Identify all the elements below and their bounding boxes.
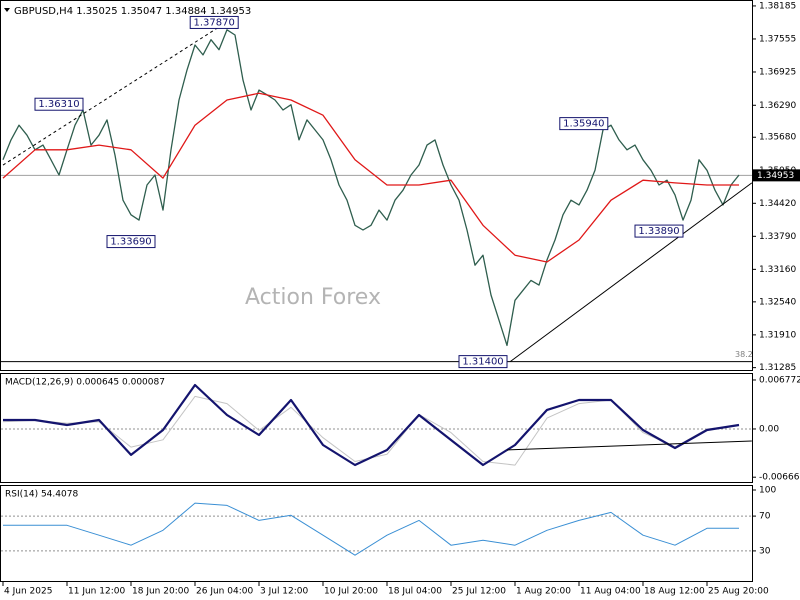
y-tick-label: 1.36290 (759, 101, 796, 111)
x-tick-label: 3 Jul 12:00 (260, 587, 309, 597)
macd-title: MACD(12,26,9) 0.000645 0.000087 (5, 378, 165, 388)
y-tick-label: 1.37555 (759, 34, 796, 44)
x-tick-label: 10 Jul 20:00 (324, 587, 378, 597)
current-price-box (752, 169, 800, 182)
x-tick-label: 18 Jul 04:00 (388, 587, 442, 597)
x-tick-label: 25 Jul 12:00 (452, 587, 506, 597)
current-price-label: 1.34953 (757, 171, 794, 181)
y-tick-label: 0.006772 (759, 375, 800, 385)
trendline (2, 19, 231, 166)
x-tick-label: 25 Aug 20:00 (708, 587, 769, 597)
y-tick-label: 1.31910 (759, 330, 796, 340)
price-annotation-label: 1.33690 (110, 237, 151, 248)
y-tick-label: 1.35680 (759, 133, 796, 143)
menu-arrow[interactable] (4, 8, 10, 12)
trendline (506, 440, 752, 451)
series-line (2, 92, 739, 263)
y-tick-label: -0.006667 (759, 473, 800, 483)
x-tick-label: 11 Aug 04:00 (580, 587, 641, 597)
price-annotation-label: 1.31400 (462, 357, 503, 368)
price-annotation-box (34, 97, 84, 111)
x-tick-label: 18 Jun 20:00 (132, 587, 189, 597)
price-annotation-label: 1.36310 (38, 99, 79, 110)
y-tick-label: 1.34420 (759, 199, 796, 209)
x-tick-label: 4 Jun 2025 (4, 587, 52, 597)
x-tick-label: 18 Aug 12:00 (644, 587, 705, 597)
rsi-title: RSI(14) 54.4078 (5, 490, 78, 500)
series-line (2, 29, 740, 347)
y-tick-label: 1.31285 (759, 363, 796, 373)
series-line (3, 383, 740, 467)
price-annotation-box (458, 355, 508, 369)
fib-label: 38.2 (735, 350, 753, 359)
x-tick-label: 26 Jun 04:00 (196, 587, 253, 597)
price-annotation-box (559, 117, 609, 131)
price-annotation-box (106, 235, 156, 249)
y-tick-label: 1.36925 (759, 67, 796, 77)
price-annotation-box (189, 15, 239, 29)
watermark: Action Forex (245, 285, 381, 310)
price-panel (0, 0, 753, 371)
y-tick-label: 1.32540 (759, 297, 796, 307)
y-tick-label: 0.00 (759, 424, 779, 434)
price-annotation-label: 1.35940 (563, 119, 604, 130)
price-annotation-label: 1.37870 (194, 17, 235, 28)
price-annotation-box (634, 224, 684, 238)
y-tick-label: 100 (759, 486, 776, 496)
y-tick-label: 70 (759, 512, 771, 522)
x-tick-label: 1 Aug 20:00 (516, 587, 571, 597)
trendline (509, 182, 753, 363)
x-tick-label: 11 Jun 12:00 (68, 587, 125, 597)
price-annotation-label: 1.33890 (638, 226, 679, 237)
rsi-panel (0, 485, 753, 582)
y-tick-label: 1.33790 (759, 232, 796, 242)
y-tick-label: 1.38185 (759, 1, 796, 11)
macd-panel (0, 373, 753, 483)
chart-title: GBPUSD,H4 1.35025 1.35047 1.34884 1.3495… (14, 6, 251, 17)
y-tick-label: 30 (759, 546, 771, 556)
series-line (3, 502, 739, 556)
y-tick-label: 1.33160 (759, 265, 796, 275)
